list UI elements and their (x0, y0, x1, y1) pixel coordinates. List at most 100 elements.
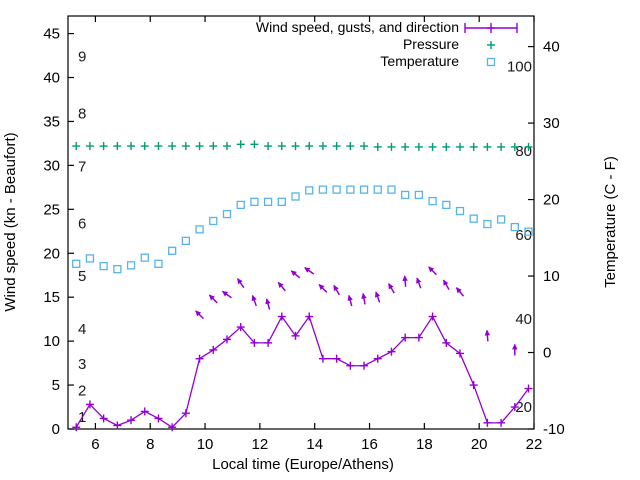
x-tick-label: 16 (361, 436, 378, 453)
wind-direction-arrow (512, 343, 518, 356)
legend-item: Pressure (403, 36, 495, 52)
temperature-point (305, 186, 314, 195)
temperature-point (291, 192, 300, 201)
beaufort-label: 6 (78, 216, 86, 233)
wind-speed-point (291, 331, 300, 340)
wind-direction-arrow (236, 278, 245, 289)
y-tick-label: 20 (43, 245, 60, 262)
pressure-point (401, 142, 410, 151)
temperature-point (126, 261, 136, 270)
pressure-point (209, 142, 218, 151)
pressure-point (99, 142, 108, 151)
temperature-point (373, 185, 382, 194)
temperature-point (359, 185, 369, 194)
wind-speed-point (250, 338, 259, 347)
wind-speed-point (154, 414, 163, 423)
y-tick-label: 30 (43, 157, 60, 174)
temperature-point (250, 197, 259, 207)
wind-direction-arrow (221, 290, 232, 299)
plot-frame (67, 15, 535, 430)
pressure-point (291, 142, 300, 151)
series-temperature (72, 185, 533, 274)
pressure-point (318, 142, 327, 151)
pressure-point (195, 142, 204, 151)
y-tick-label: 40 (43, 70, 60, 87)
temperature-point (469, 214, 478, 223)
wind-speed-point (346, 361, 355, 370)
legend-item: Temperature (380, 53, 496, 69)
wind-direction-arrows (195, 266, 518, 356)
y-tick-label: 45 (43, 26, 60, 43)
fahrenheit-label: 40 (515, 311, 532, 328)
y2-tick-label: 30 (543, 115, 560, 132)
fahrenheit-label: 100 (507, 59, 532, 76)
plot-border (67, 15, 535, 430)
wind-direction-arrow (251, 294, 257, 307)
x-tick-label: 22 (526, 436, 543, 453)
wind-speed-point (209, 345, 218, 354)
wind-speed-line (75, 315, 530, 429)
wind-speed-point (455, 349, 464, 358)
pressure-point (414, 142, 423, 151)
x-tick-label: 10 (197, 436, 214, 453)
temperature-point (414, 190, 424, 200)
temperature-point (524, 227, 533, 236)
beaufort-label: 8 (78, 106, 86, 123)
wind-speed-point (305, 312, 314, 321)
wind-speed-point (510, 403, 519, 412)
x-axis-ticks: 6 8 10 12 14 16 18 20 22 (91, 16, 542, 453)
wind-speed-point (469, 381, 478, 390)
temperature-point (346, 185, 355, 194)
wind-direction-arrow (265, 298, 271, 310)
temperature-point (387, 185, 396, 194)
temperature-point (510, 222, 519, 232)
y-axis-title: Wind speed (kn - Beaufort) (2, 132, 19, 311)
pressure-point (181, 142, 190, 151)
wind-direction-arrow (361, 292, 367, 305)
wind-speed-point (401, 333, 410, 342)
temperature-point (401, 190, 410, 200)
pressure-point (277, 142, 286, 151)
wind-speed-point (85, 400, 94, 409)
temperature-point (113, 265, 122, 274)
wind-direction-arrow (208, 294, 218, 304)
pressure-point (305, 142, 314, 151)
wind-direction-arrow (416, 277, 422, 289)
wind-speed-point (72, 423, 81, 432)
wind-speed-point (222, 335, 231, 344)
beaufort-label: 9 (78, 49, 86, 66)
x-tick-label: 6 (91, 436, 99, 453)
temperature-point (140, 253, 149, 262)
wind-direction-arrow (195, 310, 204, 320)
x-tick-label: 12 (252, 436, 269, 453)
wind-speed-point (442, 338, 451, 347)
pressure-point (428, 142, 437, 151)
fahrenheit-label: 80 (515, 143, 532, 160)
pressure-point (264, 142, 273, 151)
pressure-point (113, 142, 122, 151)
legend-label: Wind speed, gusts, and direction (256, 19, 459, 35)
wind-speed-point (373, 354, 382, 363)
temperature-point (496, 215, 506, 224)
wind-direction-arrow (428, 266, 437, 276)
y-tick-label: 25 (43, 201, 60, 218)
wind-speed-point (360, 361, 369, 370)
temperature-point (195, 225, 204, 234)
wind-direction-arrow (304, 267, 315, 275)
pressure-point (127, 142, 136, 151)
wind-speed-point (181, 409, 190, 418)
pressure-point (469, 142, 478, 151)
wind-speed-point (483, 418, 492, 427)
y-tick-label: 5 (52, 377, 60, 394)
wind-direction-arrow (277, 281, 286, 292)
temperature-point (99, 261, 108, 271)
legend-label: Temperature (380, 53, 459, 69)
x-tick-label: 18 (416, 436, 433, 453)
y2-tick-label: 20 (543, 192, 560, 209)
wind-speed-point (264, 338, 273, 347)
temperature-point (154, 259, 163, 268)
y2-tick-label: -10 (543, 421, 565, 438)
wind-speed-point (332, 354, 341, 363)
wind-direction-arrow (333, 284, 341, 296)
